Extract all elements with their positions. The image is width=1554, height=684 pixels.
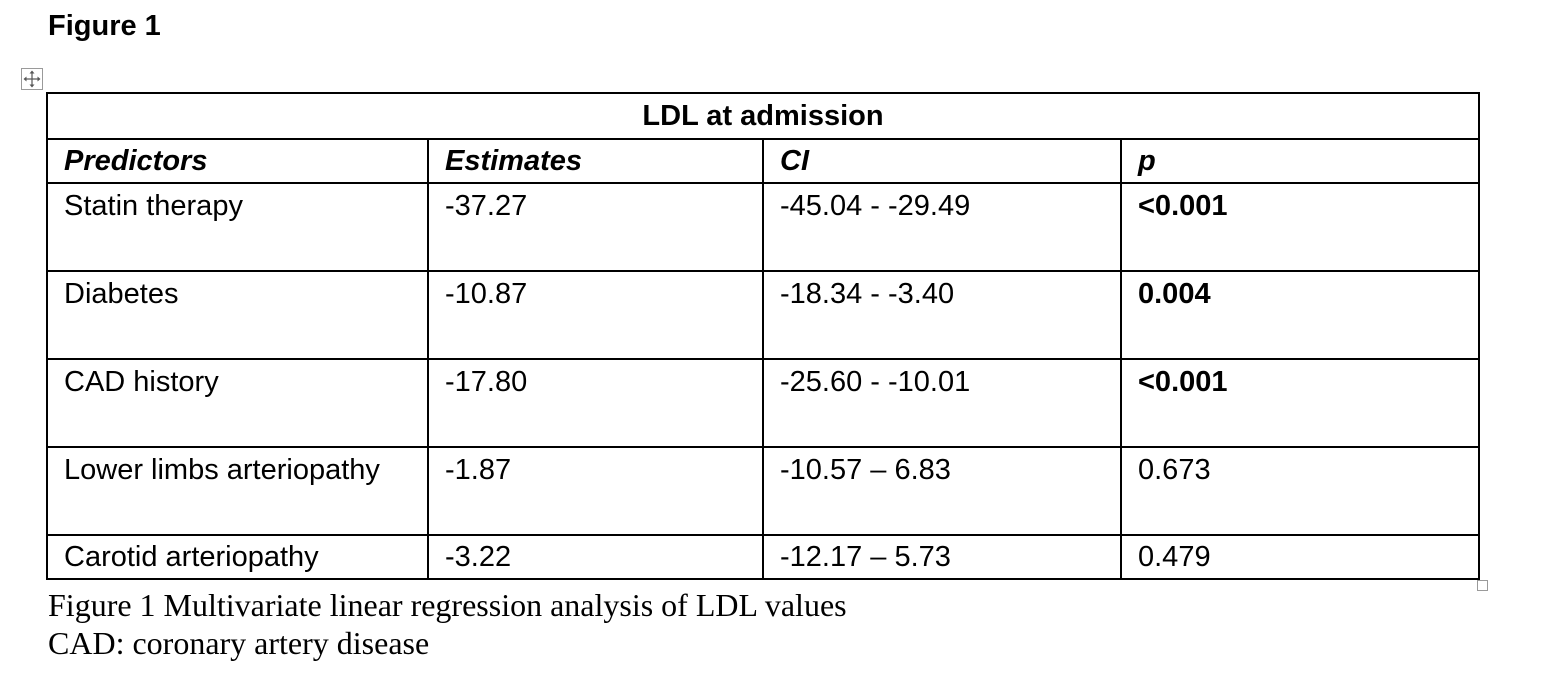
predictor-cell: Lower limbs arteriopathy [46, 446, 429, 536]
estimate-cell: -37.27 [427, 182, 764, 272]
table-move-handle-icon[interactable] [21, 68, 43, 90]
column-header-predictors: Predictors [46, 138, 429, 184]
p-value-cell: 0.479 [1120, 534, 1480, 580]
p-value-cell: 0.004 [1120, 270, 1480, 360]
ci-cell: -45.04 - -29.49 [762, 182, 1122, 272]
predictor-cell: Diabetes [46, 270, 429, 360]
estimate-cell: -1.87 [427, 446, 764, 536]
p-value-cell: <0.001 [1120, 358, 1480, 448]
ci-cell: -10.57 – 6.83 [762, 446, 1122, 536]
table-row: Diabetes -10.87 -18.34 - -3.40 0.004 [46, 270, 1480, 360]
p-value-cell: <0.001 [1120, 182, 1480, 272]
ci-cell: -12.17 – 5.73 [762, 534, 1122, 580]
regression-table: LDL at admission Predictors Estimates CI… [46, 92, 1480, 580]
table-group-title: LDL at admission [46, 92, 1480, 140]
predictor-cell: Carotid arteriopathy [46, 534, 429, 580]
table-row: Lower limbs arteriopathy -1.87 -10.57 – … [46, 446, 1480, 536]
table-resize-handle-icon[interactable] [1477, 580, 1488, 591]
caption-line-title: Figure 1 Multivariate linear regression … [48, 587, 847, 623]
table-row: Carotid arteriopathy -3.22 -12.17 – 5.73… [46, 534, 1480, 580]
ci-cell: -25.60 - -10.01 [762, 358, 1122, 448]
p-value-cell: 0.673 [1120, 446, 1480, 536]
predictor-cell: Statin therapy [46, 182, 429, 272]
estimate-cell: -3.22 [427, 534, 764, 580]
figure-caption: Figure 1 Multivariate linear regression … [48, 586, 847, 662]
column-header-p: p [1120, 138, 1480, 184]
predictor-cell: CAD history [46, 358, 429, 448]
ci-cell: -18.34 - -3.40 [762, 270, 1122, 360]
caption-line-abbreviation: CAD: coronary artery disease [48, 625, 430, 661]
column-header-ci: CI [762, 138, 1122, 184]
table-row: CAD history -17.80 -25.60 - -10.01 <0.00… [46, 358, 1480, 448]
estimate-cell: -10.87 [427, 270, 764, 360]
figure-heading: Figure 1 [48, 10, 161, 42]
table-row: Statin therapy -37.27 -45.04 - -29.49 <0… [46, 182, 1480, 272]
estimate-cell: -17.80 [427, 358, 764, 448]
column-header-estimates: Estimates [427, 138, 764, 184]
